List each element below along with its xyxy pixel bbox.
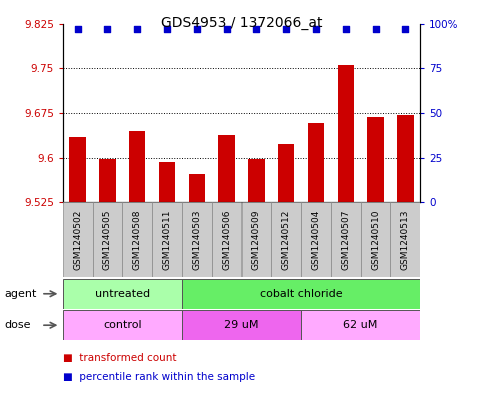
Bar — [99, 159, 115, 202]
Point — [312, 26, 320, 32]
Bar — [278, 144, 294, 202]
Text: GSM1240507: GSM1240507 — [341, 209, 350, 270]
Text: GDS4953 / 1372066_at: GDS4953 / 1372066_at — [161, 16, 322, 30]
Bar — [218, 135, 235, 202]
Bar — [182, 279, 420, 309]
Point — [253, 26, 260, 32]
Point — [372, 26, 380, 32]
Bar — [390, 202, 420, 277]
Point — [104, 26, 112, 32]
Bar — [63, 310, 182, 340]
Bar — [301, 310, 420, 340]
Bar — [70, 137, 86, 202]
Bar — [368, 117, 384, 202]
Bar — [242, 202, 271, 277]
Bar — [122, 202, 152, 277]
Point — [133, 26, 141, 32]
Text: GSM1240503: GSM1240503 — [192, 209, 201, 270]
Bar — [63, 279, 182, 309]
Text: ■  transformed count: ■ transformed count — [63, 353, 176, 363]
Text: GSM1240513: GSM1240513 — [401, 209, 410, 270]
Bar — [308, 123, 324, 202]
Bar — [182, 202, 212, 277]
Text: GSM1240509: GSM1240509 — [252, 209, 261, 270]
Bar — [63, 202, 93, 277]
Bar — [331, 202, 361, 277]
Text: dose: dose — [5, 320, 31, 330]
Text: GSM1240512: GSM1240512 — [282, 209, 291, 270]
Bar — [338, 65, 354, 202]
Point — [223, 26, 230, 32]
Text: cobalt chloride: cobalt chloride — [260, 289, 342, 299]
Bar — [248, 159, 265, 202]
Point — [74, 26, 82, 32]
Point — [342, 26, 350, 32]
Point — [401, 26, 409, 32]
Text: GSM1240511: GSM1240511 — [163, 209, 171, 270]
Bar — [93, 202, 122, 277]
Point — [163, 26, 171, 32]
Text: ■  percentile rank within the sample: ■ percentile rank within the sample — [63, 372, 255, 382]
Text: GSM1240502: GSM1240502 — [73, 209, 82, 270]
Text: GSM1240506: GSM1240506 — [222, 209, 231, 270]
Bar — [361, 202, 390, 277]
Bar — [129, 131, 145, 202]
Text: control: control — [103, 320, 142, 330]
Bar — [189, 174, 205, 202]
Bar — [271, 202, 301, 277]
Point — [193, 26, 201, 32]
Text: 29 uM: 29 uM — [224, 320, 259, 330]
Text: GSM1240508: GSM1240508 — [133, 209, 142, 270]
Text: agent: agent — [5, 289, 37, 299]
Point — [282, 26, 290, 32]
Text: untreated: untreated — [95, 289, 150, 299]
Text: GSM1240504: GSM1240504 — [312, 209, 320, 270]
Text: GSM1240510: GSM1240510 — [371, 209, 380, 270]
Bar — [152, 202, 182, 277]
Text: 62 uM: 62 uM — [343, 320, 378, 330]
Bar — [397, 115, 413, 202]
Text: GSM1240505: GSM1240505 — [103, 209, 112, 270]
Bar — [182, 310, 301, 340]
Bar — [212, 202, 242, 277]
Bar — [159, 162, 175, 202]
Bar — [301, 202, 331, 277]
